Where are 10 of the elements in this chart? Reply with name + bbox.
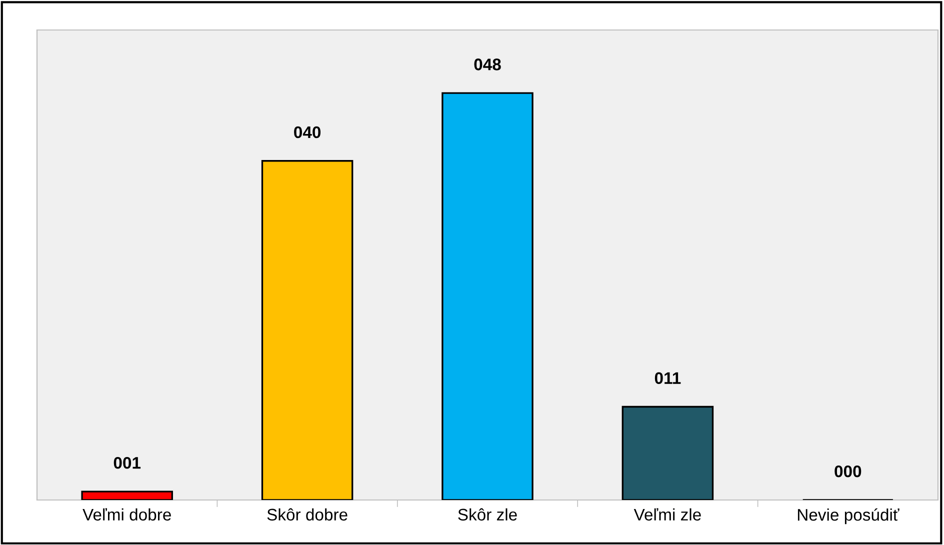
data-label: 001 <box>114 456 141 469</box>
data-label: 000 <box>834 465 862 478</box>
x-tick-label: Skôr dobre <box>267 508 348 521</box>
x-tick-label: Nevie posúdiť <box>798 508 900 524</box>
data-label: 048 <box>474 58 501 70</box>
x-tick-label: Veľmi zle <box>634 508 701 521</box>
data-label: 011 <box>654 372 681 384</box>
data-label: 040 <box>294 126 321 138</box>
x-tick-label: Veľmi dobre <box>82 508 171 521</box>
x-tick-label: Skôr zle <box>458 508 517 521</box>
